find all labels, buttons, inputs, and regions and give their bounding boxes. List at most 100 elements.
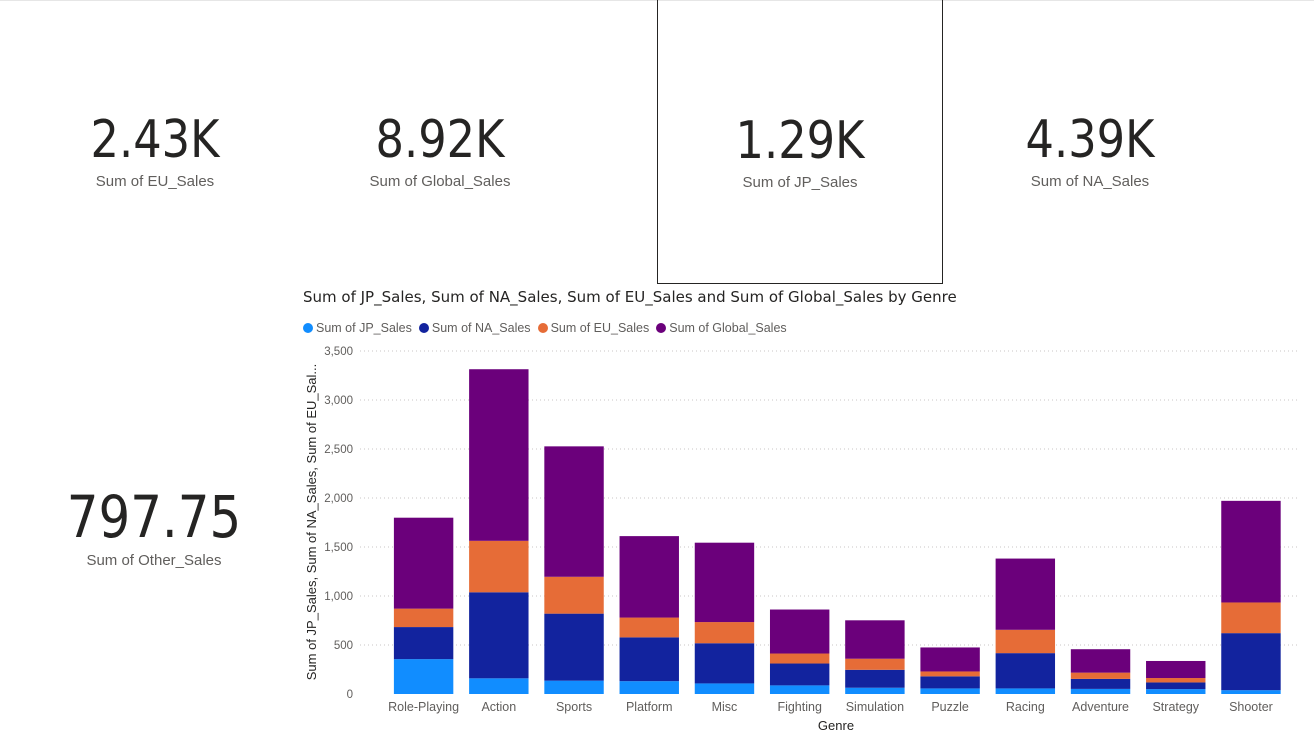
eu-sales-value: 2.43K [90,110,220,170]
bar-segment[interactable] [920,676,980,689]
eu-sales-label: Sum of EU_Sales [95,173,215,190]
chart-legend: Sum of JP_Sales Sum of NA_Sales Sum of EU_… [303,319,794,337]
legend-label: Sum of Global_Sales [669,321,787,335]
legend-marker-icon [537,323,548,333]
chart-title: Sum of JP_Sales, Sum of NA_Sales, Sum of… [303,288,957,306]
bar-segment[interactable] [995,688,1056,694]
na-sales-card[interactable]: 4.39K Sum of NA_Sales [985,110,1195,192]
legend-item[interactable]: Sum of NA_Sales [418,321,531,335]
bar-segment[interactable] [1070,678,1131,689]
bar-segment[interactable] [1146,660,1206,679]
bar-segment[interactable] [469,540,529,593]
y-tick-label: 3,500 [324,346,353,358]
x-tick-label: Misc [712,700,738,714]
bar-segment[interactable] [995,653,1056,689]
bar-segment[interactable] [393,627,454,660]
bar-segment[interactable] [845,658,905,670]
y-axis-title: Sum of JP_Sales, Sum of NA_Sales, Sum of… [304,364,319,680]
bar-segment[interactable] [544,613,604,681]
bar-segment[interactable] [920,647,980,672]
bar-segment[interactable] [769,663,830,686]
bar-segment[interactable] [1221,602,1281,634]
jp-sales-card[interactable]: 1.29K Sum of JP_Sales [657,0,943,284]
bar-segment[interactable] [1146,682,1206,690]
legend-label: Sum of EU_Sales [550,321,650,335]
x-tick-label: Action [481,700,516,714]
y-tick-label: 3,000 [324,395,353,407]
x-tick-label: Role-Playing [388,700,459,714]
bar-segment[interactable] [769,609,830,654]
bar-segment[interactable] [1146,678,1206,683]
bar-segment[interactable] [619,681,679,694]
na-sales-label: Sum of NA_Sales [1030,173,1150,190]
x-tick-label: Strategy [1152,700,1199,714]
bar-segment[interactable] [393,608,454,628]
bar-segment[interactable] [920,688,980,694]
bar-segment[interactable] [1070,672,1131,679]
bar-segment[interactable] [995,558,1056,630]
x-tick-label: Racing [1006,700,1045,714]
x-tick-label: Simulation [846,700,904,714]
bar-segment[interactable] [845,620,905,659]
bar-segment[interactable] [694,542,755,623]
y-tick-label: 1,500 [324,542,353,554]
legend-label: Sum of JP_Sales [316,321,412,335]
x-tick-label: Shooter [1229,700,1273,714]
x-tick-label: Platform [626,700,673,714]
bar-segment[interactable] [1070,649,1131,673]
legend-marker-icon [303,323,313,333]
bar-segment[interactable] [1221,690,1281,694]
bar-segment[interactable] [393,517,454,609]
x-axis-title: Genre [818,718,854,733]
other-sales-label: Sum of Other_Sales [86,552,222,569]
jp-sales-label: Sum of JP_Sales [742,174,858,191]
bar-segment[interactable] [1070,688,1131,694]
legend-item[interactable]: Sum of JP_Sales [303,321,412,335]
x-tick-label: Fighting [777,700,822,714]
bar-segment[interactable] [469,369,529,541]
global-sales-label: Sum of Global_Sales [369,173,511,190]
bar-segment[interactable] [694,622,755,644]
eu-sales-card[interactable]: 2.43K Sum of EU_Sales [50,110,260,192]
bar-segment[interactable] [1146,689,1206,694]
bar-segment[interactable] [619,637,679,682]
legend-item[interactable]: Sum of Global_Sales [656,321,787,335]
y-tick-label: 0 [347,689,353,701]
y-tick-label: 2,000 [324,493,353,505]
x-tick-label: Sports [556,700,592,714]
bar-segment[interactable] [995,629,1056,654]
other-sales-card[interactable]: 797.75 Sum of Other_Sales [40,485,268,571]
legend-marker-icon [418,323,429,333]
y-tick-label: 2,500 [324,444,353,456]
bar-segment[interactable] [694,683,755,694]
global-sales-value: 8.92K [375,110,505,170]
x-tick-label: Adventure [1072,700,1129,714]
bar-segment[interactable] [544,446,604,577]
bar-segment[interactable] [769,653,830,664]
bar-segment[interactable] [544,680,604,694]
jp-sales-value: 1.29K [735,111,865,171]
legend-marker-icon [656,323,667,333]
x-tick-label: Puzzle [931,700,969,714]
global-sales-card[interactable]: 8.92K Sum of Global_Sales [335,110,545,192]
bar-segment[interactable] [1221,633,1281,691]
bar-segment[interactable] [469,678,529,694]
bar-segment[interactable] [845,669,905,688]
bar-segment[interactable] [544,576,604,614]
bar-segment[interactable] [619,536,679,618]
legend-label: Sum of NA_Sales [431,321,531,335]
bar-segment[interactable] [845,687,905,694]
bar-segment[interactable] [393,659,454,694]
bar-segment[interactable] [1221,500,1281,603]
bar-segment[interactable] [694,643,755,684]
bar-segment[interactable] [769,685,830,694]
bar-segment[interactable] [920,671,980,677]
legend-item[interactable]: Sum of EU_Sales [537,321,650,335]
bar-segment[interactable] [619,617,679,638]
y-tick-label: 500 [334,640,353,652]
na-sales-value: 4.39K [1025,110,1155,170]
bar-segment[interactable] [469,592,529,679]
other-sales-value: 797.75 [66,483,242,551]
y-tick-label: 1,000 [324,591,353,603]
